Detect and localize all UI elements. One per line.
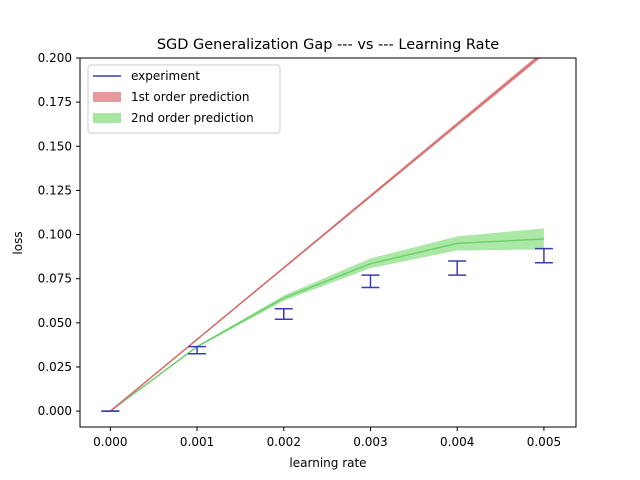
legend-item-2nd-order-prediction: 2nd order prediction [93, 111, 254, 125]
x-tick-label: 0.003 [353, 435, 387, 449]
x-tick-label: 0.005 [527, 435, 561, 449]
legend-swatch-1st-order-prediction [93, 92, 121, 102]
y-axis-title: loss [11, 231, 25, 254]
experiment-errorbar [534, 247, 553, 264]
legend-label-2nd-order-prediction: 2nd order prediction [131, 111, 254, 125]
experiment-errorbar [188, 345, 207, 355]
x-tick-label: 0.002 [267, 435, 301, 449]
plot-area [101, 58, 553, 412]
legend-item-experiment: experiment [93, 69, 200, 83]
2nd-order-prediction-line [109, 238, 544, 412]
1st-order-prediction-line [109, 58, 539, 412]
y-axis-ticks: 0.000 0.025 0.050 0.075 0.100 0.125 0.150 0.175… [38, 51, 80, 418]
y-tick-label: 0.000 [38, 404, 72, 418]
legend-item-1st-order-prediction: 1st order prediction [93, 90, 249, 104]
chart-title: SGD Generalization Gap --- vs --- Learni… [157, 37, 499, 53]
y-tick-label: 0.150 [38, 139, 72, 153]
y-tick-label: 0.050 [38, 316, 72, 330]
x-tick-label: 0.000 [93, 435, 127, 449]
x-tick-label: 0.004 [440, 435, 474, 449]
2nd-order-prediction-band [110, 228, 544, 412]
experiment-errorbar [274, 307, 293, 321]
axes-frame [79, 57, 577, 428]
legend-label-1st-order-prediction: 1st order prediction [131, 90, 249, 104]
legend-box [87, 64, 281, 134]
y-tick-label: 0.200 [38, 51, 72, 65]
legend-label-experiment: experiment [131, 69, 200, 83]
experiment-errorbar [448, 260, 467, 276]
x-axis-ticks: 0.000 0.001 0.002 0.003 0.004 0.005 [93, 427, 561, 449]
y-tick-label: 0.125 [38, 183, 72, 197]
y-tick-label: 0.025 [38, 360, 72, 374]
y-tick-label: 0.075 [38, 272, 72, 286]
x-axis-title: learning rate [289, 456, 366, 470]
x-tick-label: 0.001 [180, 435, 214, 449]
experiment-errorbar [361, 274, 380, 289]
legend: experiment 1st order prediction 2nd order … [87, 64, 281, 134]
y-tick-label: 0.175 [38, 95, 72, 109]
legend-swatch-2nd-order-prediction [93, 113, 121, 123]
y-tick-label: 0.100 [38, 228, 72, 242]
